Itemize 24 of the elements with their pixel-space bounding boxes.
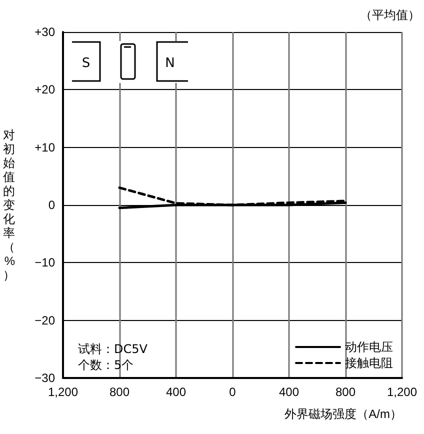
legend-label: 接触电阻 bbox=[345, 356, 393, 370]
y-tick-label: −10 bbox=[34, 256, 56, 270]
text: （平均值） bbox=[360, 8, 420, 23]
x-tick-label: 0 bbox=[229, 385, 236, 399]
annotation: N bbox=[165, 56, 175, 71]
x-tick-label: 800 bbox=[335, 385, 356, 399]
text: 对初始值的变化率（%） bbox=[3, 128, 15, 282]
x-tick-label: 1,200 bbox=[48, 385, 78, 399]
y-tick-label: +20 bbox=[34, 82, 56, 97]
x-axis-title: 外界磁场强度（A/m） bbox=[284, 407, 402, 421]
y-tick-label: 0 bbox=[48, 198, 56, 212]
x-tick-label: 800 bbox=[109, 385, 130, 399]
y-tick-label: +30 bbox=[34, 25, 56, 39]
x-tick-label: 400 bbox=[278, 385, 300, 399]
legend-label: 动作电压 bbox=[345, 340, 393, 354]
annotation: 试料：DC5V bbox=[78, 342, 148, 357]
x-tick-label: 1,200 bbox=[386, 385, 418, 399]
annotation: S bbox=[82, 56, 90, 71]
magnet-icon: S N bbox=[71, 41, 189, 83]
y-tick-label: −30 bbox=[34, 371, 56, 385]
y-tick-label: +10 bbox=[34, 140, 56, 154]
y-tick-label: −20 bbox=[34, 313, 56, 328]
annotation: 个数：5个 bbox=[78, 358, 134, 373]
x-tick-label: 400 bbox=[166, 385, 186, 399]
